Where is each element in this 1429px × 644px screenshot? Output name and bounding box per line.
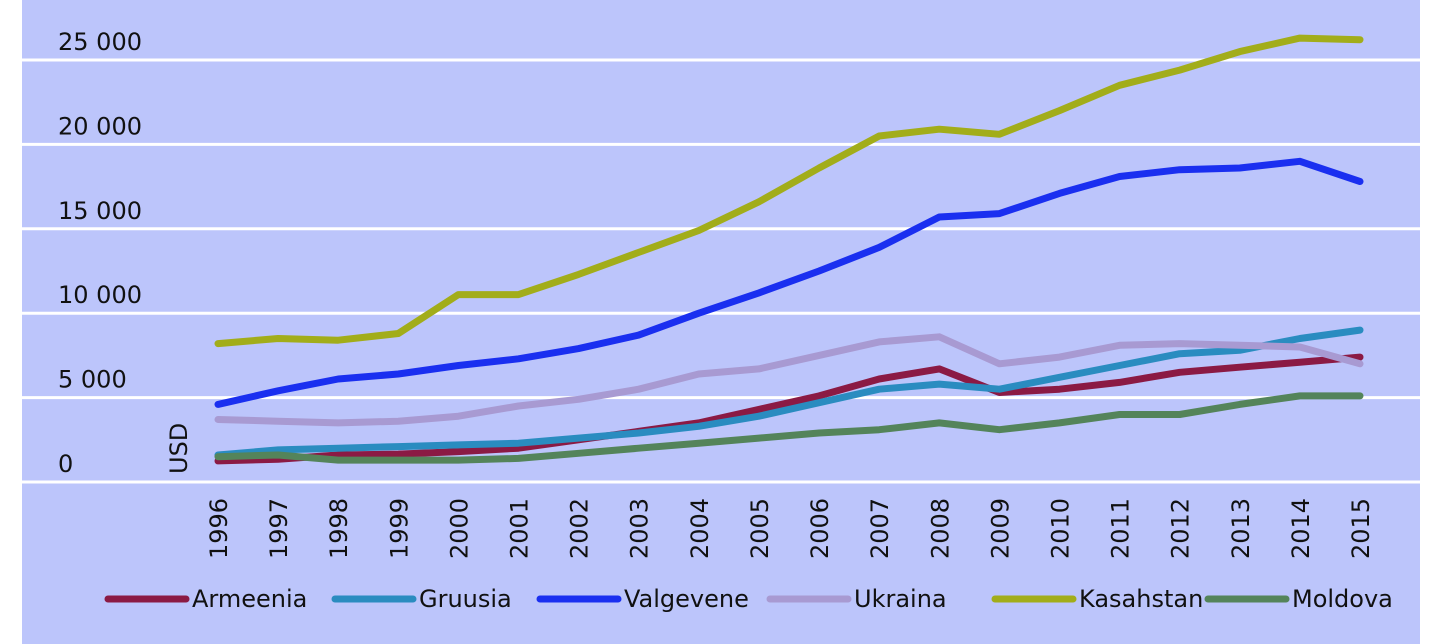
x-tick-label: 2001 [506,498,534,559]
left-margin [0,0,22,644]
legend-label: Valgevene [624,585,749,613]
x-tick-label: 1998 [325,498,353,559]
x-tick-label: 2000 [445,498,473,559]
x-tick-label: 2008 [926,498,954,559]
right-margin [1420,0,1429,644]
y-tick-label: 20 000 [58,112,142,140]
series-line-ukraina [214,333,1364,427]
x-tick-label: 2006 [806,498,834,559]
x-tick-label: 1996 [205,498,233,559]
series-line-moldova [214,392,1364,464]
y-tick-label: 25 000 [58,28,142,56]
series-line-armeenia [214,353,1364,465]
series-lines [214,34,1364,465]
y-axis-label: USD [165,423,193,474]
x-tick-label: 2007 [866,498,894,559]
x-tick-label: 2011 [1107,498,1135,559]
legend: Armeenia Gruusia Valgevene Ukraina Kasahstan… [104,585,1393,613]
legend-label: Armeenia [192,585,307,613]
x-tick-label: 2003 [626,498,654,559]
x-tick-label: 2013 [1227,498,1255,559]
y-tick-label: 10 000 [58,281,142,309]
x-tick-label: 1997 [265,498,293,559]
x-tick-label: 2002 [566,498,594,559]
x-tick-label: 2009 [986,498,1014,559]
x-tick-label: 1999 [385,498,413,559]
x-tick-label: 2004 [686,498,714,559]
x-tick-label: 2010 [1046,498,1074,559]
y-tick-label: 5 000 [58,366,127,394]
x-tick-label: 2014 [1287,498,1315,559]
legend-label: Kasahstan [1079,585,1203,613]
y-tick-label: 0 [58,450,73,478]
y-tick-label: 15 000 [58,197,142,225]
x-tick-label: 2012 [1167,498,1195,559]
x-axis-ticks: 1996 1997 1998 1999 2000 2001 2002 2003 2004 2005… [205,498,1375,559]
x-tick-label: 2015 [1347,498,1375,559]
series-line-gruusia [214,326,1364,459]
legend-label: Gruusia [419,585,512,613]
x-tick-label: 2005 [746,498,774,559]
series-line-valgevene [214,157,1364,408]
legend-label: Moldova [1292,585,1393,613]
series-line-kasahstan [214,34,1364,348]
legend-label: Ukraina [854,585,947,613]
y-axis-ticks: 0 5 000 10 000 15 000 20 000 25 000 [58,28,142,478]
